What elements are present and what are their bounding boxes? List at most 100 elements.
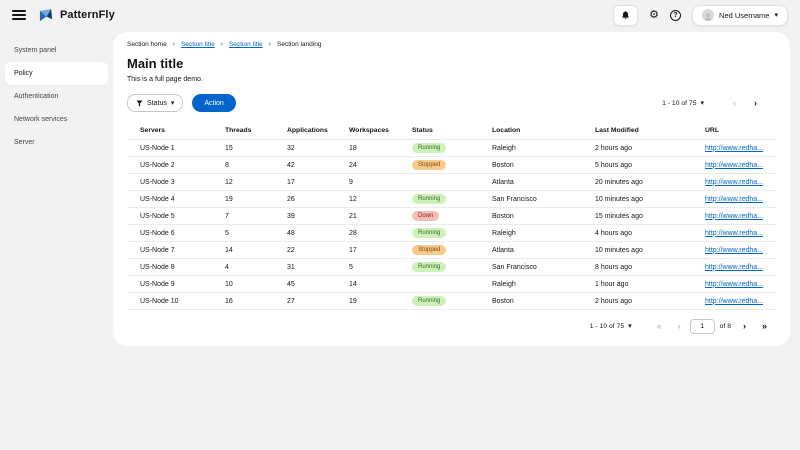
cell-server: US-Node 3 xyxy=(127,173,225,191)
cell-modified: 20 minutes ago xyxy=(595,173,705,191)
avatar xyxy=(702,9,715,21)
prev-page-button[interactable]: ‹ xyxy=(671,322,688,331)
url-link[interactable]: http://www.redha... xyxy=(705,144,763,152)
status-badge: Stopped xyxy=(412,244,447,256)
cell-status: Running xyxy=(412,139,492,157)
pagination-range-menu[interactable]: 1 - 10 of 75 ▾ xyxy=(590,323,632,330)
table-row: US-Node 3 12 17 9 Atlanta 20 minutes ago… xyxy=(127,173,776,191)
pagination-range: 1 - 10 of 75 xyxy=(589,323,625,330)
filter-icon xyxy=(136,99,143,107)
cell-location: Atlanta xyxy=(492,241,595,259)
cell-url: http://www.redha... xyxy=(705,173,776,191)
patternfly-logo-icon xyxy=(39,8,54,23)
first-page-button[interactable]: « xyxy=(650,322,669,331)
cell-url: http://www.redha... xyxy=(705,156,776,174)
url-link[interactable]: http://www.redha... xyxy=(705,229,763,237)
status-filter-button[interactable]: Status ▾ xyxy=(127,94,184,112)
pagination-range-menu[interactable]: 1 - 10 of 75 ▾ xyxy=(662,100,704,107)
cell-applications: 26 xyxy=(287,190,349,208)
url-link[interactable]: http://www.redha... xyxy=(705,263,763,271)
settings-button[interactable]: ⚙ xyxy=(649,9,659,21)
cell-applications: 48 xyxy=(287,224,349,242)
cell-location: Boston xyxy=(492,207,595,225)
url-link[interactable]: http://www.redha... xyxy=(705,178,763,186)
cell-modified: 1 hour ago xyxy=(595,275,705,293)
cell-server: US-Node 7 xyxy=(127,241,225,259)
breadcrumb-item: Section landing xyxy=(277,41,322,48)
sidebar-item-server[interactable]: Server xyxy=(14,139,35,146)
cell-server: US-Node 6 xyxy=(127,224,225,242)
cell-url: http://www.redha... xyxy=(705,224,776,242)
table-row: US-Node 1 15 32 18 Running Raleigh 2 hou… xyxy=(127,139,776,157)
cell-modified: 10 minutes ago xyxy=(595,241,705,259)
cell-status: Running xyxy=(412,224,492,242)
cell-status: Down xyxy=(412,207,492,225)
next-page-button[interactable]: › xyxy=(747,98,764,108)
table-row: US-Node 8 4 31 5 Running San Francisco 8… xyxy=(127,258,776,276)
total-pages-label: of 8 xyxy=(719,323,731,330)
cell-threads: 16 xyxy=(225,292,287,310)
table-row: US-Node 5 7 39 21 Down Boston 15 minutes… xyxy=(127,207,776,225)
last-page-button[interactable]: » xyxy=(755,322,774,331)
url-link[interactable]: http://www.redha... xyxy=(705,280,763,288)
masthead: PatternFly ⚙ ? Ned Username ▾ xyxy=(0,0,800,30)
cell-server: US-Node 5 xyxy=(127,207,225,225)
breadcrumb-link[interactable]: Section title xyxy=(181,41,215,48)
cell-applications: 17 xyxy=(287,173,349,191)
chevron-down-icon: ▾ xyxy=(628,323,632,330)
cell-applications: 42 xyxy=(287,156,349,174)
cell-url: http://www.redha... xyxy=(705,139,776,157)
cell-workspaces: 14 xyxy=(349,275,412,293)
user-menu[interactable]: Ned Username ▾ xyxy=(692,4,788,26)
notifications-button[interactable] xyxy=(613,4,639,26)
cell-status xyxy=(412,275,492,293)
url-link[interactable]: http://www.redha... xyxy=(705,195,763,203)
sidebar-item-authentication[interactable]: Authentication xyxy=(14,93,59,100)
cell-modified: 2 hours ago xyxy=(595,139,705,157)
action-button[interactable]: Action xyxy=(192,94,236,112)
help-icon: ? xyxy=(670,9,682,21)
url-link[interactable]: http://www.redha... xyxy=(705,297,763,305)
cell-threads: 19 xyxy=(225,190,287,208)
cell-modified: 15 minutes ago xyxy=(595,207,705,225)
url-link[interactable]: http://www.redha... xyxy=(705,161,763,169)
cell-threads: 7 xyxy=(225,207,287,225)
next-page-button[interactable]: › xyxy=(736,322,753,331)
cell-modified: 2 hours ago xyxy=(595,292,705,310)
cell-location: Boston xyxy=(492,292,595,310)
breadcrumb: Section home › Section title › Section title… xyxy=(127,41,776,48)
column-header-applications: Applications xyxy=(287,122,349,140)
chevron-down-icon: ▾ xyxy=(700,99,704,107)
pagination-nav: « ‹ of 8 › » xyxy=(650,319,774,334)
pagination-top: 1 - 10 of 75 ▾ ‹ › xyxy=(662,98,764,108)
breadcrumb-link[interactable]: Section title xyxy=(229,41,263,48)
help-button[interactable]: ? xyxy=(670,9,682,21)
cell-status: Running xyxy=(412,190,492,208)
status-badge: Running xyxy=(412,261,447,273)
column-header-location: Location xyxy=(492,122,595,140)
cell-threads: 12 xyxy=(225,173,287,191)
url-link[interactable]: http://www.redha... xyxy=(705,212,763,220)
sidebar-item-policy[interactable]: Policy xyxy=(5,62,108,85)
url-link[interactable]: http://www.redha... xyxy=(705,246,763,254)
column-header-workspaces: Workspaces xyxy=(349,122,412,140)
prev-page-button[interactable]: ‹ xyxy=(726,98,743,108)
cell-workspaces: 17 xyxy=(349,241,412,259)
table-row: US-Node 9 10 45 14 Raleigh 1 hour ago ht… xyxy=(127,275,776,293)
cell-server: US-Node 10 xyxy=(127,292,225,310)
sidebar-item-system-panel[interactable]: System panel xyxy=(14,47,57,54)
cell-workspaces: 18 xyxy=(349,139,412,157)
menu-icon[interactable] xyxy=(12,8,26,22)
cell-workspaces: 5 xyxy=(349,258,412,276)
breadcrumb-separator-icon: › xyxy=(268,41,271,48)
table-row: US-Node 6 5 48 28 Running Raleigh 4 hour… xyxy=(127,224,776,242)
sidebar-item-network-services[interactable]: Network services xyxy=(14,116,68,123)
column-header-status: Status xyxy=(412,122,492,140)
page-number-input[interactable] xyxy=(689,319,715,334)
cell-applications: 22 xyxy=(287,241,349,259)
brand: PatternFly xyxy=(39,8,115,23)
cell-location: San Francisco xyxy=(492,258,595,276)
cell-status xyxy=(412,173,492,191)
cell-modified: 4 hours ago xyxy=(595,224,705,242)
column-header-url: URL xyxy=(705,122,776,140)
